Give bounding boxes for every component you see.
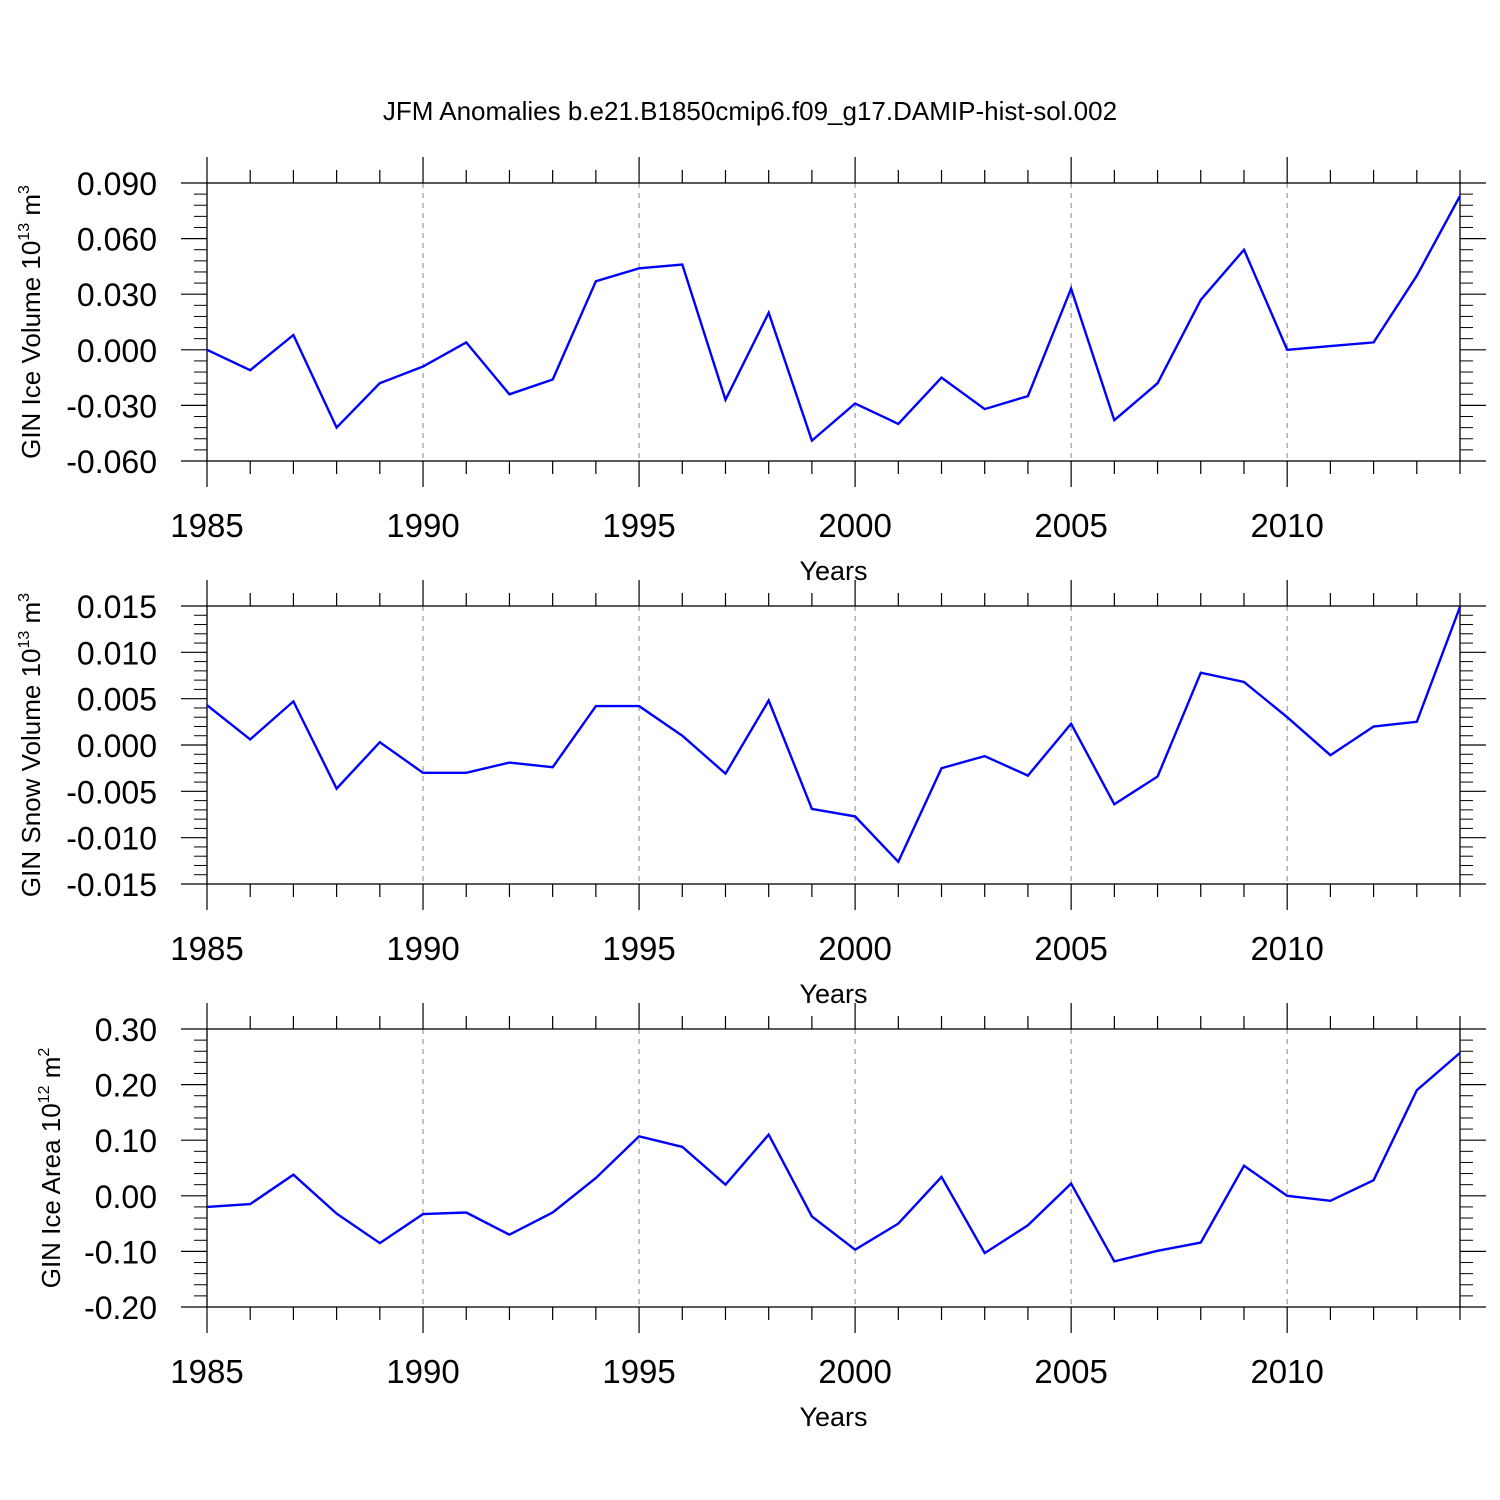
chart-panel-3: 1985 1990 1995 2000 2005 2010 Years -0.20 -0.10 0…	[36, 1003, 1486, 1432]
y-tick-label: 0.10	[95, 1123, 157, 1159]
x-tick-label: 2005	[1034, 1353, 1107, 1390]
y-tick-label: -0.10	[84, 1234, 157, 1270]
y-tick-label: -0.015	[66, 867, 157, 903]
y-tick-label: 0.015	[77, 589, 157, 625]
x-tick-label: 2010	[1250, 1353, 1323, 1390]
y-tick-label: -0.060	[66, 444, 157, 480]
x-tick-label: 1995	[602, 507, 675, 544]
x-tick-label: 2010	[1250, 507, 1323, 544]
x-tick-label: 2005	[1034, 507, 1107, 544]
x-tick-label: 1985	[170, 930, 243, 967]
y-tick-label: 0.005	[77, 682, 157, 718]
chart-panel-2: 1985 1990 1995 2000 2005 2010 Years -0.015 -0.01…	[16, 580, 1486, 1009]
x-tick-label: 1995	[602, 1353, 675, 1390]
x-tick-label: 1990	[386, 507, 459, 544]
y-tick-label: 0.060	[77, 222, 157, 258]
plot-frame	[206, 1028, 1461, 1308]
x-tick-label: 2000	[818, 1353, 891, 1390]
y-axis-label: GIN Ice Volume 1013 m3	[16, 185, 46, 459]
figure-title: JFM Anomalies b.e21.B1850cmip6.f09_g17.D…	[383, 96, 1117, 126]
series-line	[206, 1051, 1461, 1263]
x-tick-label: 1985	[170, 1353, 243, 1390]
series-line	[206, 606, 1462, 864]
y-tick-label: 0.000	[77, 728, 157, 764]
x-axis-label: Years	[799, 556, 867, 586]
y-tick-label: 0.20	[95, 1068, 157, 1104]
y-axis-label: GIN Ice Area 1012 m2	[36, 1048, 66, 1289]
plots-container: 1985 1990 1995 2000 2005 2010 Years -0.060 -0.03…	[16, 157, 1486, 1432]
x-tick-label: 1985	[170, 507, 243, 544]
plot-frame	[206, 182, 1461, 462]
y-tick-label: 0.000	[77, 333, 157, 369]
series-line	[206, 195, 1462, 443]
x-tick-label: 1990	[386, 930, 459, 967]
y-tick-label: -0.005	[66, 774, 157, 810]
y-tick-label: 0.030	[77, 277, 157, 313]
x-tick-label: 2005	[1034, 930, 1107, 967]
x-tick-label: 2000	[818, 930, 891, 967]
x-axis-label: Years	[799, 979, 867, 1009]
chart-panel-1: 1985 1990 1995 2000 2005 2010 Years -0.060 -0.03…	[16, 157, 1486, 586]
y-axis-label: GIN Snow Volume 1013 m3	[16, 593, 46, 897]
x-tick-label: 2000	[818, 507, 891, 544]
y-tick-label: 0.30	[95, 1012, 157, 1048]
y-tick-label: 0.00	[95, 1179, 157, 1215]
plot-frame	[206, 605, 1461, 885]
y-tick-label: -0.030	[66, 388, 157, 424]
x-tick-label: 2010	[1250, 930, 1323, 967]
x-tick-label: 1995	[602, 930, 675, 967]
x-axis-label: Years	[799, 1402, 867, 1432]
y-tick-label: 0.090	[77, 166, 157, 202]
x-tick-label: 1990	[386, 1353, 459, 1390]
y-tick-label: 0.010	[77, 635, 157, 671]
y-tick-label: -0.20	[84, 1290, 157, 1326]
y-tick-label: -0.010	[66, 821, 157, 857]
